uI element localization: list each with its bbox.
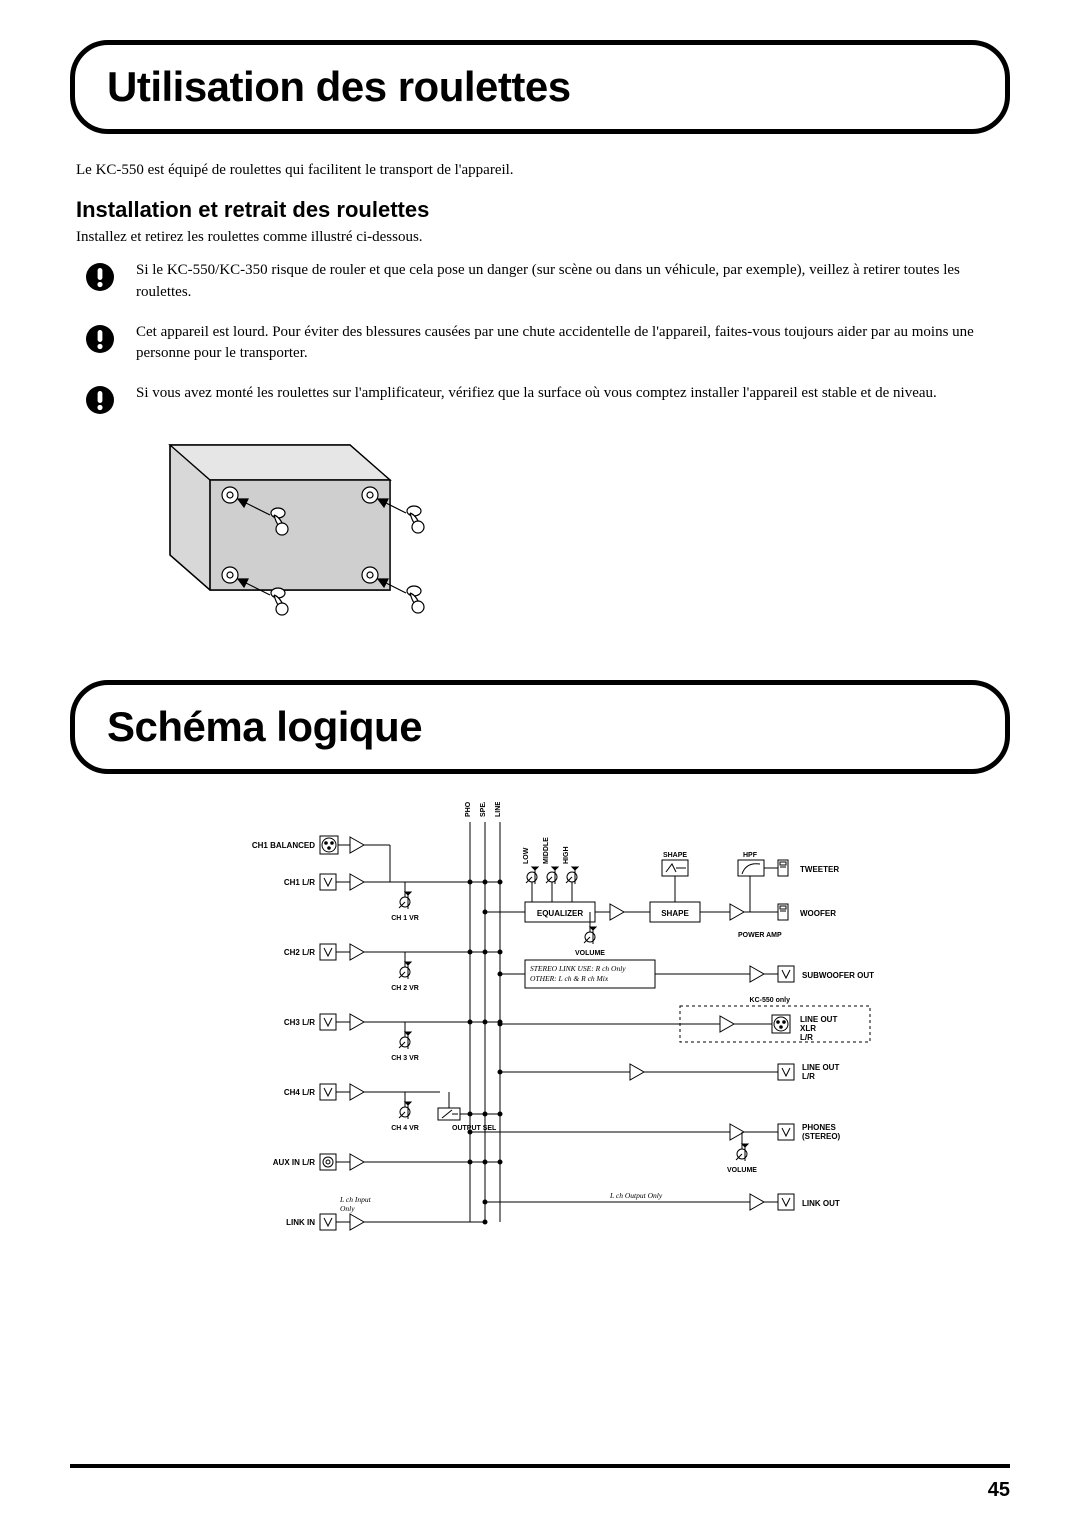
- hpf-label: HPF: [743, 852, 758, 859]
- svg-text:LINE OUTXLRL/R: LINE OUTXLRL/R: [800, 1015, 837, 1042]
- svg-text:PHONES(STEREO): PHONES(STEREO): [802, 1123, 841, 1141]
- vr-label: CH 2 VR: [391, 985, 419, 992]
- note-text: Si vous avez monté les roulettes sur l'a…: [124, 383, 947, 405]
- output-label: WOOFER: [800, 909, 836, 918]
- shape-label: SHAPE: [661, 909, 689, 918]
- bus-label: SPEAKER: [480, 802, 487, 817]
- note-text: Cet appareil est lourd. Pour éviter des …: [124, 322, 1010, 366]
- eq-band: HIGH: [563, 847, 570, 865]
- section-title-box: Schéma logique: [70, 680, 1010, 774]
- kc550-only-label: KC-550 only: [750, 997, 791, 1004]
- power-amp-label: POWER AMP: [738, 932, 782, 939]
- svg-text:L ch InputOnly: L ch InputOnly: [339, 1195, 372, 1213]
- svg-text:STEREO LINK USE: R ch OnlyOTHE: STEREO LINK USE: R ch OnlyOTHER: L ch & …: [530, 964, 626, 983]
- output-label: SUBWOOFER OUT: [802, 971, 874, 980]
- input-label: CH1 L/R: [284, 878, 315, 887]
- input-label: AUX IN L/R: [273, 1158, 315, 1167]
- section1-intro: Le KC-550 est équipé de roulettes qui fa…: [76, 162, 1010, 179]
- caster-illustration: [130, 425, 1010, 640]
- note-row: Cet appareil est lourd. Pour éviter des …: [76, 322, 1010, 366]
- note-text: Si le KC-550/KC-350 risque de rouler et …: [124, 260, 1010, 304]
- section1-subtext: Installez et retirez les roulettes comme…: [76, 229, 1010, 246]
- eq-band: MIDDLE: [543, 837, 550, 864]
- input-label: CH1 BALANCED: [252, 841, 315, 850]
- output-label: TWEETER: [800, 865, 839, 874]
- section-title-box: Utilisation des roulettes: [70, 40, 1010, 134]
- input-label: CH3 L/R: [284, 1018, 315, 1027]
- eq-label: EQUALIZER: [537, 909, 583, 918]
- bus-label: LINE OUT: [495, 802, 502, 817]
- section2-title: Schéma logique: [107, 703, 973, 751]
- shape-small: SHAPE: [663, 852, 687, 859]
- eq-band: LOW: [523, 847, 530, 864]
- input-label: CH2 L/R: [284, 948, 315, 957]
- output-label: LINK OUT: [802, 1199, 840, 1208]
- output-sel-label: OUTPUT SEL: [452, 1125, 497, 1132]
- input-label: LINK IN: [286, 1218, 315, 1227]
- phones-volume: VOLUME: [727, 1167, 757, 1174]
- section1-subtitle: Installation et retrait des roulettes: [76, 197, 1010, 223]
- page-number: 45: [988, 1479, 1010, 1502]
- warning-icon: [76, 262, 124, 292]
- svg-text:CH1 BALANCED: CH1 BALANCED: [252, 841, 315, 850]
- svg-text:LINE OUTL/R: LINE OUTL/R: [802, 1063, 839, 1081]
- section1-title: Utilisation des roulettes: [107, 63, 973, 111]
- vr-label: CH 4 VR: [391, 1125, 419, 1132]
- vr-label: CH 3 VR: [391, 1055, 419, 1062]
- input-label: CH4 L/R: [284, 1088, 315, 1097]
- warning-icon: [76, 385, 124, 415]
- volume-label: VOLUME: [575, 950, 605, 957]
- warning-icon: [76, 324, 124, 354]
- bus-label: PHONES: [465, 802, 472, 817]
- note-row: Si le KC-550/KC-350 risque de rouler et …: [76, 260, 1010, 304]
- vr-label: CH 1 VR: [391, 915, 419, 922]
- lch-output-note: L ch Output Only: [609, 1191, 663, 1200]
- note-row: Si vous avez monté les roulettes sur l'a…: [76, 383, 1010, 415]
- block-diagram: PHONES SPEAKER LINE OUT CH1 BALANCED CH1…: [70, 802, 1010, 1272]
- footer-rule: [70, 1464, 1010, 1468]
